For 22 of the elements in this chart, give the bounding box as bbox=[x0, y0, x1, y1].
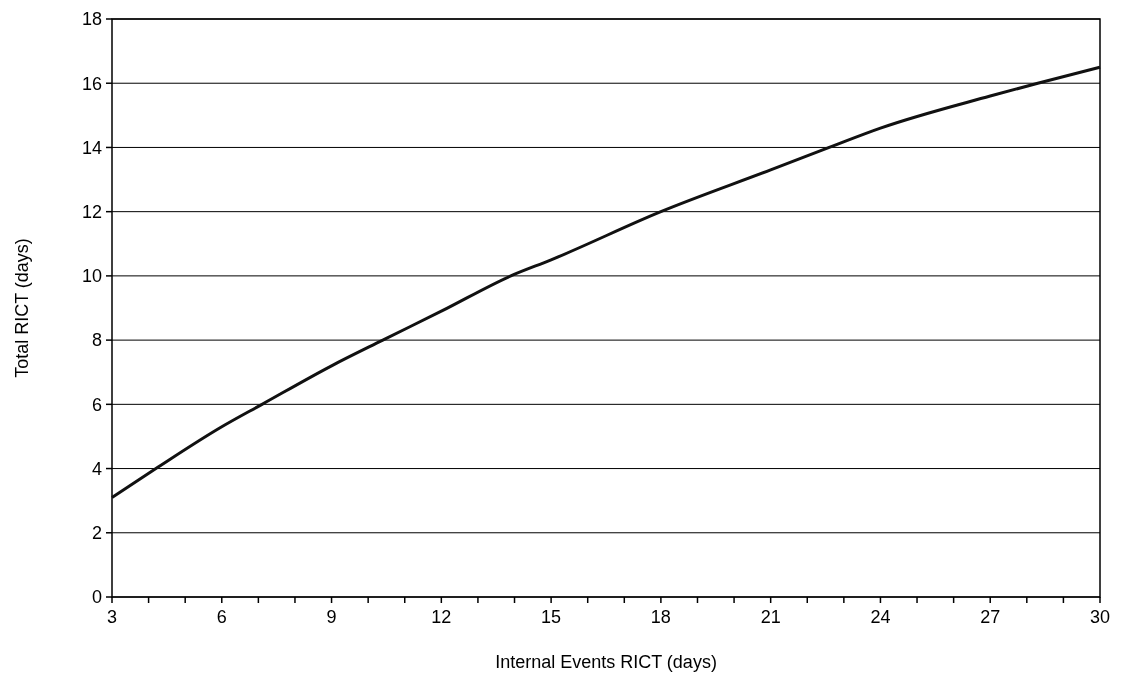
y-tick-label: 4 bbox=[91, 458, 102, 479]
x-axis-title: Internal Events RICT (days) bbox=[495, 652, 717, 672]
y-tick-label: 16 bbox=[81, 73, 102, 94]
x-tick-label: 15 bbox=[541, 607, 562, 627]
y-tick-label: 12 bbox=[81, 201, 102, 222]
x-tick-label: 9 bbox=[326, 607, 337, 627]
x-tick-label: 6 bbox=[216, 607, 227, 627]
x-tick-label: 24 bbox=[870, 607, 891, 627]
x-tick-label: 12 bbox=[431, 607, 452, 627]
x-tick-label: 3 bbox=[106, 607, 118, 627]
y-axis-title: Total RICT (days) bbox=[12, 238, 32, 378]
y-tick-label: 10 bbox=[81, 266, 102, 287]
y-tick-label: 8 bbox=[91, 330, 102, 351]
x-tick-label: 27 bbox=[980, 607, 1001, 627]
x-tick-label: 30 bbox=[1089, 607, 1111, 627]
x-tick-label: 21 bbox=[760, 607, 781, 627]
x-tick-label: 18 bbox=[650, 607, 671, 627]
y-tick-label: 18 bbox=[81, 9, 102, 30]
y-tick-label: 6 bbox=[91, 394, 102, 415]
y-tick-label: 14 bbox=[81, 137, 102, 158]
y-tick-label: 2 bbox=[91, 523, 102, 544]
y-tick-label: 0 bbox=[91, 587, 102, 608]
